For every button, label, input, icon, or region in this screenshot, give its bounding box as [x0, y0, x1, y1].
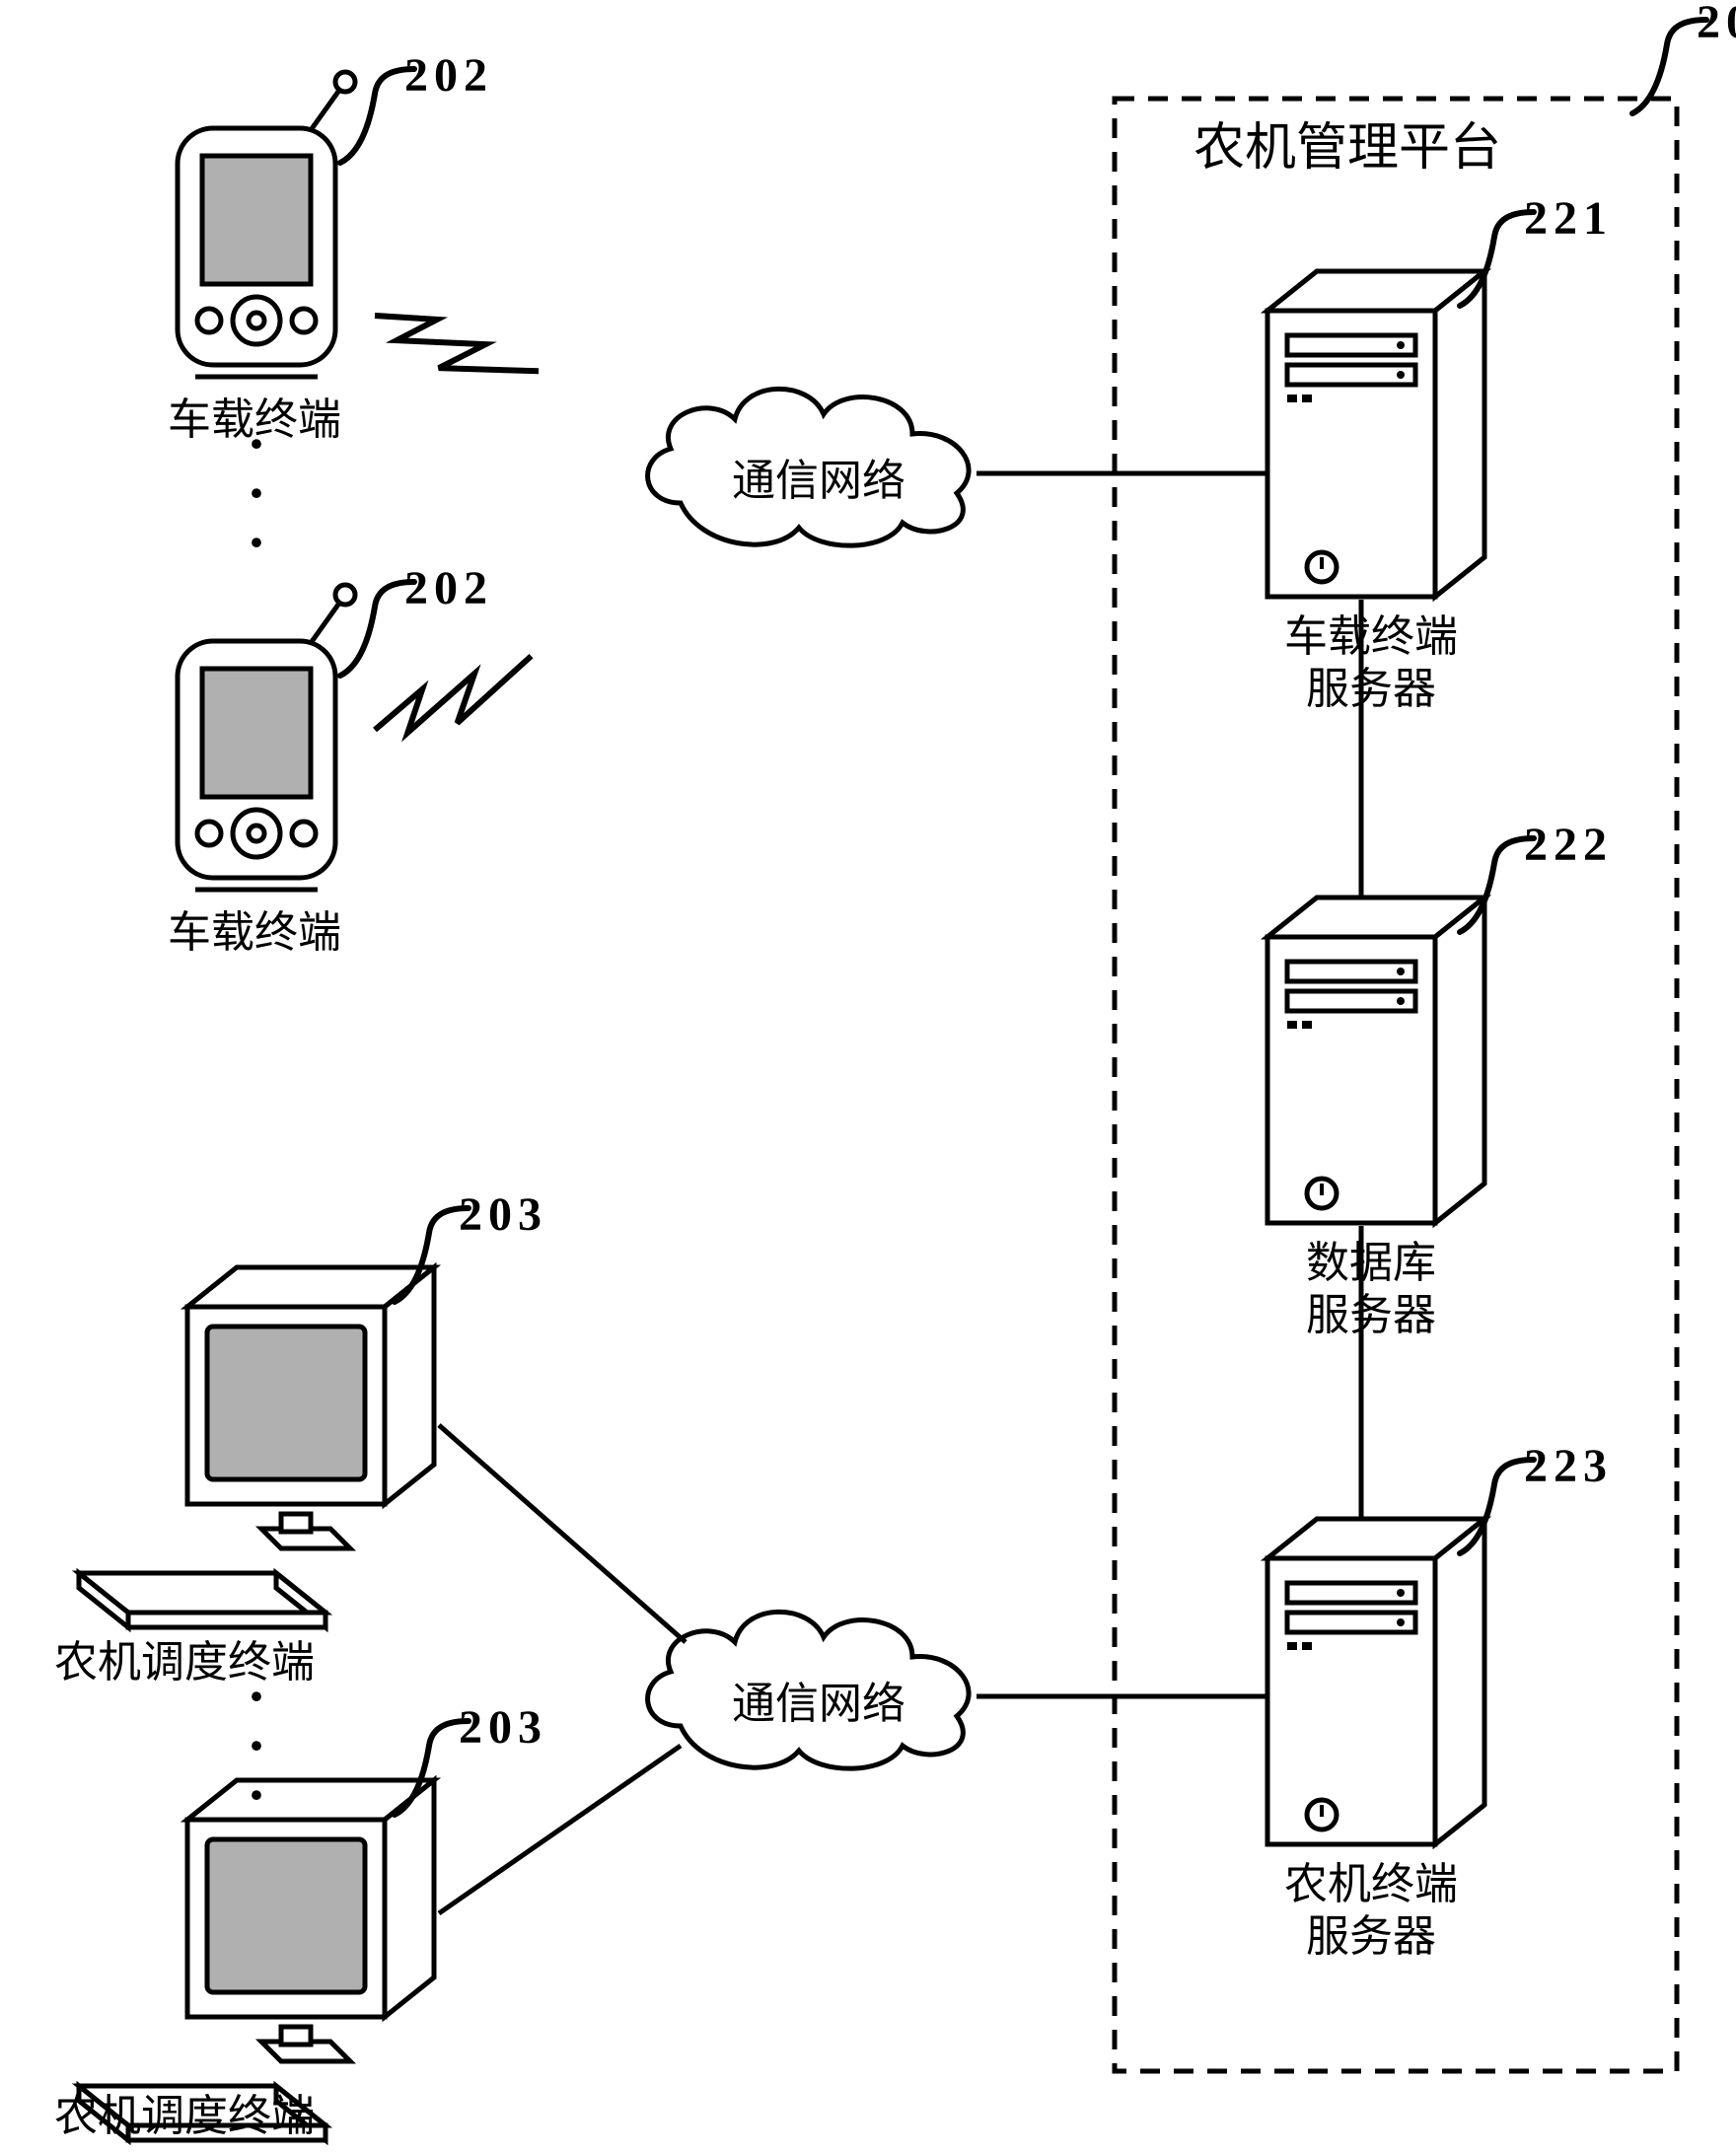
- ref-222: 222: [1524, 817, 1613, 874]
- ref-202b: 202: [404, 560, 493, 617]
- ref-223: 223: [1524, 1438, 1613, 1495]
- wireless-link-1: [366, 297, 542, 402]
- diagram-canvas: · · · · · ·: [0, 0, 1736, 2154]
- desktop-icon-2: [79, 1780, 434, 2140]
- desktop-label-2: 农机调度终端: [54, 2091, 315, 2143]
- pda-label-2: 车载终端: [168, 907, 341, 960]
- desktop-label-1: 农机调度终端: [54, 1637, 315, 1689]
- server-icon-222: [1267, 898, 1484, 1223]
- wireless-link-2: [368, 647, 544, 753]
- server-label-223: 农机终端 服务器: [1272, 1859, 1470, 1964]
- server-label-221: 车载终端 服务器: [1272, 611, 1470, 716]
- ref-201: 201: [1697, 0, 1736, 51]
- cloud-label-top: 通信网络: [732, 456, 905, 508]
- server-icon-223: [1267, 1519, 1484, 1844]
- server-label-222: 数据库 服务器: [1272, 1238, 1470, 1342]
- server-icon-221: [1267, 271, 1484, 597]
- cloud-label-bottom: 通信网络: [732, 1679, 905, 1731]
- svg-text:·: ·: [247, 510, 266, 575]
- platform-title: 农机管理平台: [1194, 118, 1501, 180]
- pda-icon-1: [178, 72, 355, 377]
- desktop-icon-1: [79, 1267, 434, 1627]
- pda-icon-2: [178, 585, 355, 890]
- ref-203a: 203: [459, 1186, 547, 1244]
- pda-label-1: 车载终端: [168, 395, 341, 447]
- ref-203b: 203: [459, 1699, 547, 1757]
- ref-221: 221: [1524, 190, 1613, 248]
- svg-text:·: ·: [247, 1762, 266, 1828]
- ref-202a: 202: [404, 47, 493, 105]
